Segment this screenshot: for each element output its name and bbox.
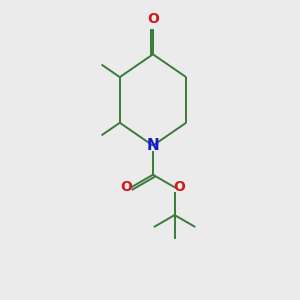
Text: O: O (174, 180, 186, 194)
Text: N: N (147, 138, 159, 153)
Text: O: O (147, 12, 159, 26)
Text: O: O (120, 180, 132, 194)
